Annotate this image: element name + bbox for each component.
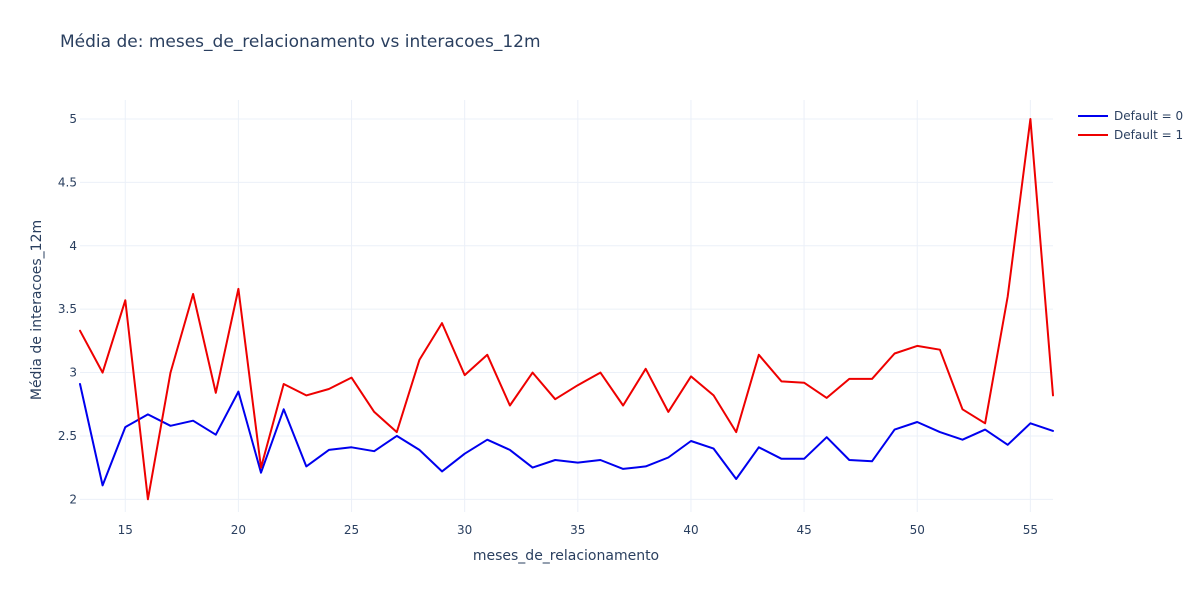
legend-label-default-0: Default = 0 bbox=[1114, 108, 1184, 123]
series-layer bbox=[79, 118, 1054, 501]
series-line-default-1 bbox=[79, 118, 1054, 501]
x-tick-label: 35 bbox=[570, 523, 585, 537]
y-tick-label: 2.5 bbox=[58, 429, 77, 443]
chart-title: Média de: meses_de_relacionamento vs int… bbox=[60, 32, 541, 52]
x-tick-label: 20 bbox=[231, 523, 246, 537]
legend-label-default-1: Default = 1 bbox=[1114, 127, 1184, 142]
legend-swatch-default-0 bbox=[1078, 114, 1108, 117]
x-tick-label: 45 bbox=[796, 523, 811, 537]
y-tick-label: 3 bbox=[69, 366, 77, 380]
x-tick-label: 50 bbox=[910, 523, 925, 537]
y-tick-label: 3.5 bbox=[58, 302, 77, 316]
y-tick-label: 5 bbox=[69, 112, 77, 126]
legend-item-default-1[interactable]: Default = 1 bbox=[1078, 125, 1183, 144]
legend-item-default-0[interactable]: Default = 0 bbox=[1078, 106, 1183, 125]
axis-layer: 15 20 25 30 35 40 45 50 55 2 2.5 3 3.5 4 4.5 5 bbox=[58, 112, 1038, 537]
x-tick-label: 55 bbox=[1023, 523, 1038, 537]
x-tick-label: 40 bbox=[683, 523, 698, 537]
legend-swatch-default-1 bbox=[1078, 133, 1108, 136]
y-axis-title: Média de interacoes_12m bbox=[29, 220, 45, 400]
series-line-default-0 bbox=[79, 383, 1054, 487]
x-tick-label: 15 bbox=[118, 523, 133, 537]
grid-layer bbox=[80, 100, 1053, 512]
x-tick-label: 25 bbox=[344, 523, 359, 537]
x-axis-title: meses_de_relacionamento bbox=[473, 548, 659, 564]
y-tick-label: 4 bbox=[69, 239, 77, 253]
legend[interactable]: Default = 0 Default = 1 bbox=[1078, 106, 1183, 144]
y-tick-label: 4.5 bbox=[58, 175, 77, 189]
y-tick-label: 2 bbox=[69, 492, 77, 506]
x-tick-label: 30 bbox=[457, 523, 472, 537]
